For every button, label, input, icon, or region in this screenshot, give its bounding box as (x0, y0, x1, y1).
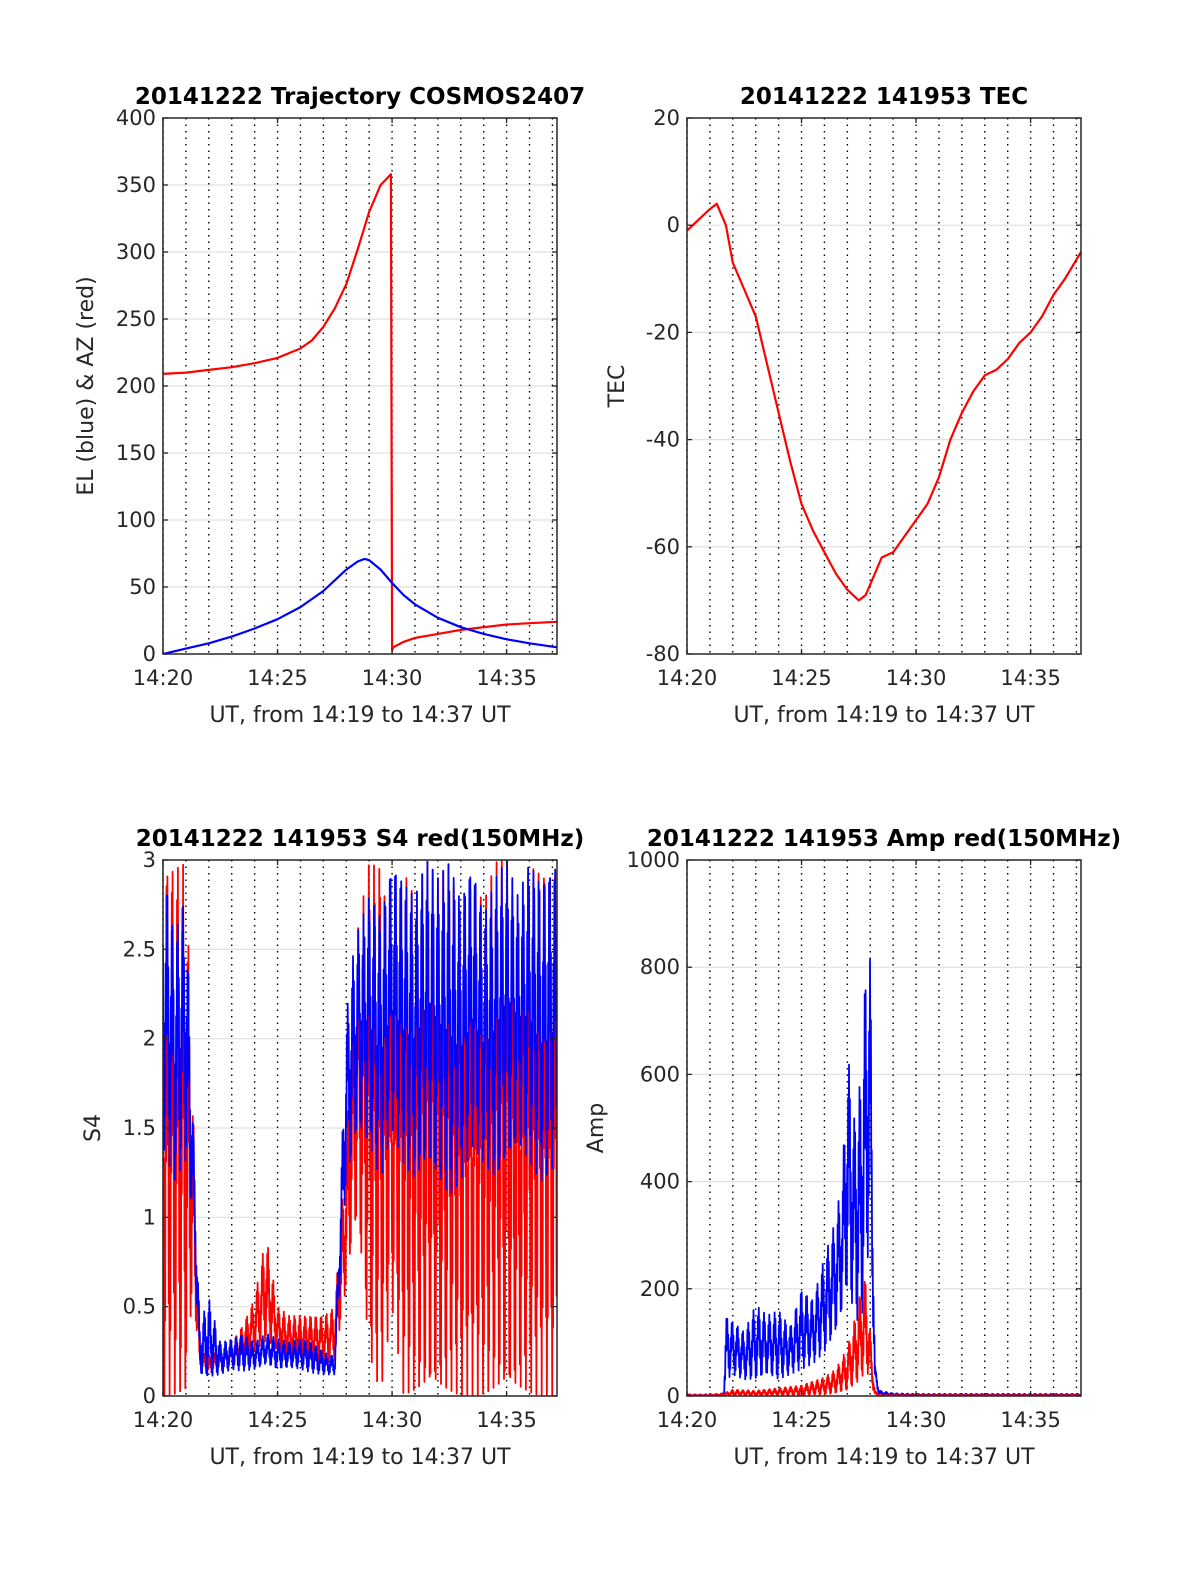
x-axis-label: UT, from 14:19 to 14:37 UT (733, 703, 1035, 728)
y-tick-label: -20 (646, 320, 680, 344)
y-axis-label: EL (blue) & AZ (red) (74, 276, 99, 495)
plot-area (163, 860, 557, 1396)
y-tick-label: 0 (667, 213, 680, 237)
y-tick-label: 400 (640, 1170, 680, 1194)
panel-s4: 20141222 141953 S4 red(150MHz) UT, from … (81, 826, 584, 1470)
y-tick-label: 2 (143, 1027, 156, 1051)
y-tick-label: -80 (646, 642, 680, 666)
x-tick-label: 14:35 (1000, 666, 1061, 690)
x-tick-label: 14:25 (247, 666, 308, 690)
y-tick-label: 50 (129, 575, 156, 599)
x-tick-label: 14:35 (476, 666, 537, 690)
panel-tec: 20141222 141953 TEC UT, from 14:19 to 14… (605, 84, 1082, 728)
axes-box (686, 117, 1082, 655)
x-tick-label: 14:30 (886, 1408, 947, 1432)
y-axis-label: TEC (605, 365, 630, 409)
x-tick-label: 14:25 (247, 1408, 308, 1432)
x-tick-label: 14:20 (657, 666, 718, 690)
axes-box (686, 859, 1082, 1397)
series-line (687, 202, 1081, 602)
y-tick-label: 300 (116, 240, 156, 264)
x-axis-label: UT, from 14:19 to 14:37 UT (209, 1445, 511, 1470)
y-tick-label: 200 (640, 1277, 680, 1301)
y-tick-label: 0 (667, 1384, 680, 1408)
panel-title: 20141222 141953 S4 red(150MHz) (136, 826, 585, 852)
y-tick-label: 800 (640, 955, 680, 979)
y-tick-label: 0 (143, 1384, 156, 1408)
y-tick-label: 0 (143, 642, 156, 666)
y-tick-label: 1 (143, 1205, 156, 1229)
x-tick-label: 14:25 (771, 1408, 832, 1432)
y-tick-label: 350 (116, 173, 156, 197)
x-tick-label: 14:20 (133, 1408, 194, 1432)
plot-area (687, 202, 1081, 602)
y-tick-label: 250 (116, 307, 156, 331)
x-tick-label: 14:20 (657, 1408, 718, 1432)
panel-title: 20141222 141953 TEC (740, 84, 1028, 110)
x-axis-label: UT, from 14:19 to 14:37 UT (733, 1445, 1035, 1470)
x-tick-label: 14:35 (1000, 1408, 1061, 1432)
panel-amp: 20141222 141953 Amp red(150MHz) UT, from… (584, 826, 1121, 1470)
y-axis-label: S4 (81, 1114, 106, 1142)
y-tick-label: 2.5 (123, 937, 156, 961)
series-line (163, 557, 557, 654)
x-tick-label: 14:30 (886, 666, 947, 690)
y-tick-label: -40 (646, 428, 680, 452)
y-tick-label: 400 (116, 106, 156, 130)
x-tick-label: 14:25 (771, 666, 832, 690)
y-tick-label: 3 (143, 848, 156, 872)
y-tick-label: 100 (116, 508, 156, 532)
x-tick-label: 14:35 (476, 1408, 537, 1432)
series-line (163, 173, 557, 652)
y-tick-label: 20 (653, 106, 680, 130)
panel-title: 20141222 Trajectory COSMOS2407 (135, 84, 585, 110)
y-tick-label: 600 (640, 1062, 680, 1086)
y-tick-label: 150 (116, 441, 156, 465)
series-band (163, 860, 557, 1377)
panel-title: 20141222 141953 Amp red(150MHz) (647, 826, 1121, 852)
panel-trajectory: 20141222 Trajectory COSMOS2407 UT, from … (74, 84, 585, 728)
y-tick-label: 1.5 (123, 1116, 156, 1140)
y-tick-label: 1000 (627, 848, 680, 872)
x-tick-label: 14:30 (362, 1408, 423, 1432)
y-tick-label: 200 (116, 374, 156, 398)
y-tick-label: -60 (646, 535, 680, 559)
plot-area (163, 173, 557, 654)
x-axis-label: UT, from 14:19 to 14:37 UT (209, 703, 511, 728)
x-tick-label: 14:30 (362, 666, 423, 690)
x-tick-label: 14:20 (133, 666, 194, 690)
y-axis-label: Amp (584, 1103, 609, 1153)
y-tick-label: 0.5 (123, 1295, 156, 1319)
